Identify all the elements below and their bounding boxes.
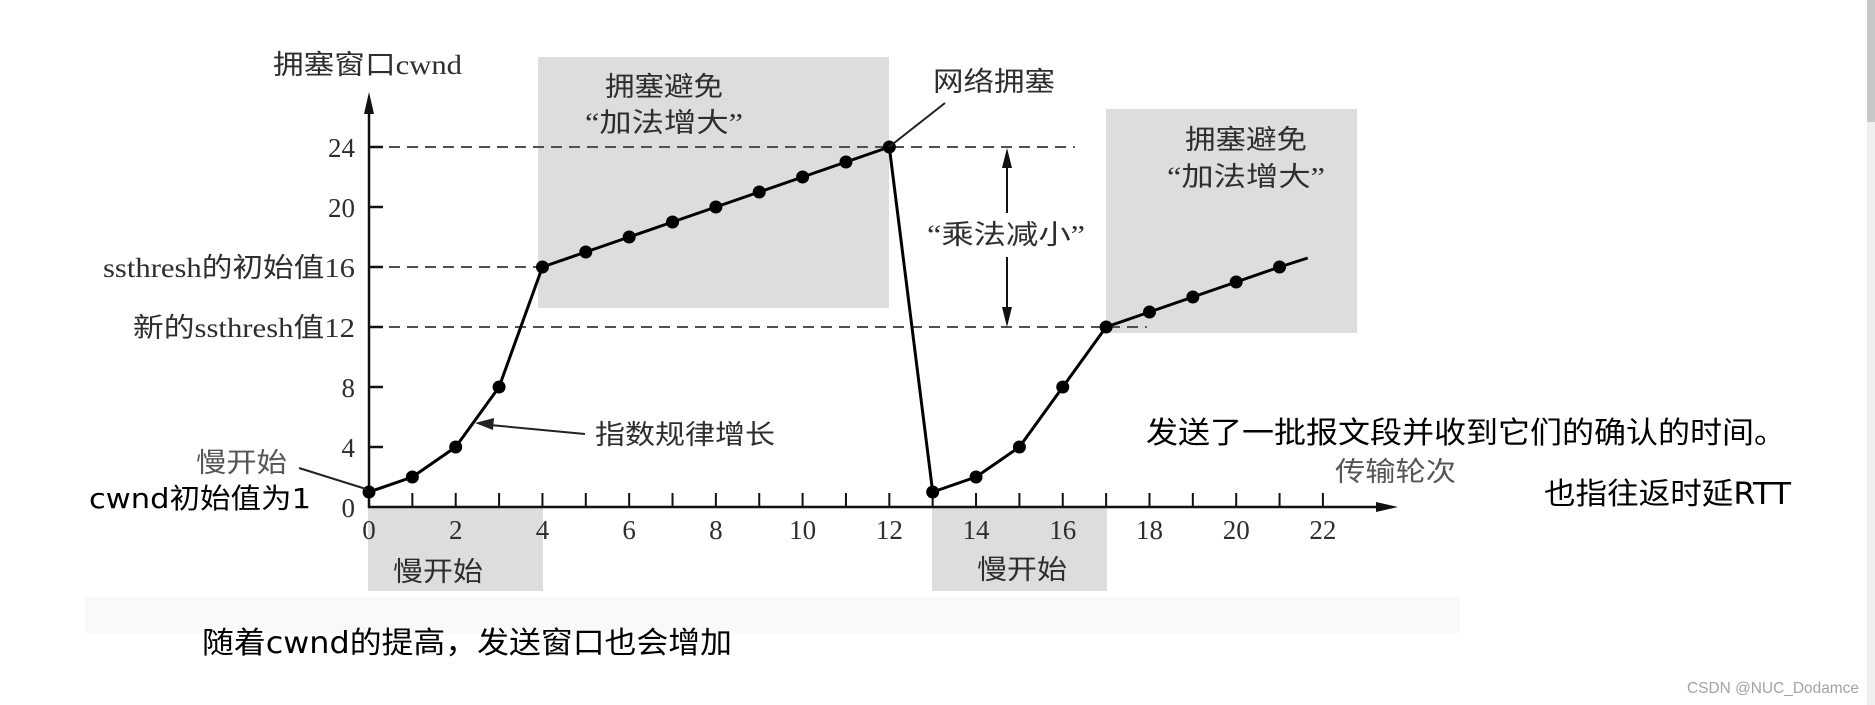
congestion-avoidance-2-title: 拥塞避免 [1185, 125, 1307, 155]
congestion-avoidance-1-title: 拥塞避免 [605, 72, 723, 102]
data-point [449, 440, 463, 454]
x-axis-title: 传输轮次 [1335, 457, 1456, 487]
slow-start-leader-line [298, 467, 367, 490]
arrow-down-icon [1002, 307, 1012, 327]
y-axis-title: 拥塞窗口cwnd [273, 50, 463, 80]
data-point [1056, 380, 1070, 394]
note-cwnd-initial: cwnd初始值为1 [89, 482, 311, 515]
data-point [752, 185, 766, 199]
network-congestion-label: 网络拥塞 [933, 67, 1055, 97]
congestion-avoidance-1-subtitle: “加法增大” [585, 108, 743, 138]
y-axis-arrow-icon [364, 92, 374, 114]
exponential-growth-arrow-line [489, 424, 586, 435]
slow-start-region-1-label: 慢开始 [393, 557, 483, 587]
y-tick-label: 0 [342, 493, 356, 523]
data-point [926, 485, 940, 499]
slow-start-region-2-label: 慢开始 [977, 555, 1067, 585]
exponential-growth-label: 指数规律增长 [595, 420, 775, 450]
data-point [492, 380, 506, 394]
congestion-avoidance-region-1 [538, 57, 889, 308]
y-tick-label: ssthresh的初始值16 [103, 253, 355, 283]
data-point [839, 155, 853, 169]
data-point [1229, 275, 1243, 289]
vertical-scrollbar[interactable] [1867, 0, 1875, 705]
faint-band [85, 597, 1460, 633]
x-tick-label: 14 [963, 515, 991, 545]
data-point [405, 470, 419, 484]
slow-start-region-1 [368, 507, 543, 591]
data-point [666, 215, 680, 229]
y-tick-label: 新的ssthresh值12 [133, 313, 355, 343]
multiplicative-decrease-double-arrow [1002, 148, 1012, 327]
multiplicative-decrease-label: “乘法减小” [927, 220, 1085, 250]
data-point [969, 470, 983, 484]
x-tick-label: 20 [1223, 515, 1250, 545]
cwnd-data-points [362, 140, 1287, 499]
data-point [1186, 290, 1200, 304]
slow-start-pointer-label: 慢开始 [196, 448, 287, 478]
scrollbar-thumb[interactable] [1867, 0, 1875, 122]
y-axis [364, 92, 374, 508]
x-tick-label: 4 [536, 515, 550, 545]
data-point [362, 485, 376, 499]
congestion-avoidance-2-subtitle: “加法增大” [1167, 162, 1325, 192]
data-point [579, 245, 593, 259]
data-point [1142, 305, 1156, 319]
data-point [1099, 320, 1113, 334]
y-ticks: 0 4 8 新的ssthresh值12 ssthresh的初始值16 20 24 [103, 133, 383, 523]
y-tick-label: 20 [328, 193, 355, 223]
x-tick-label: 0 [362, 515, 376, 545]
data-point [1012, 440, 1026, 454]
data-point [622, 230, 636, 244]
x-tick-label: 8 [709, 515, 723, 545]
note-rtt: 也指往返时延RTT [1544, 477, 1792, 512]
data-point [1273, 260, 1287, 274]
x-axis [368, 502, 1398, 512]
x-tick-label: 6 [622, 515, 636, 545]
x-axis-arrow-icon [1376, 502, 1398, 512]
x-tick-label: 16 [1049, 515, 1076, 545]
x-tick-label: 22 [1309, 515, 1336, 545]
x-tick-label: 12 [876, 515, 903, 545]
network-congestion-leader-line [888, 102, 946, 148]
arrow-up-icon [1002, 148, 1012, 168]
x-tick-label: 10 [789, 515, 816, 545]
data-point [535, 260, 549, 274]
y-tick-label: 4 [342, 433, 356, 463]
x-tick-label: 2 [449, 515, 463, 545]
data-point [796, 170, 810, 184]
note-round-definition: 发送了一批报文段并收到它们的确认的时间。 [1146, 416, 1786, 451]
arrow-left-icon [475, 418, 494, 430]
y-tick-label: 8 [342, 373, 356, 403]
reference-lines [371, 146, 1147, 328]
x-tick-label: 18 [1136, 515, 1163, 545]
congestion-avoidance-region-2 [1106, 109, 1357, 333]
y-tick-label: 24 [328, 133, 356, 163]
note-send-window: 随着cwnd的提高，发送窗口也会增加 [202, 626, 732, 661]
slow-start-region-2 [932, 507, 1107, 591]
watermark: CSDN @NUC_Dodamce [1687, 680, 1859, 697]
x-ticks: 0 2 4 6 8 10 12 14 16 18 20 22 [362, 493, 1336, 545]
data-point [709, 200, 723, 214]
